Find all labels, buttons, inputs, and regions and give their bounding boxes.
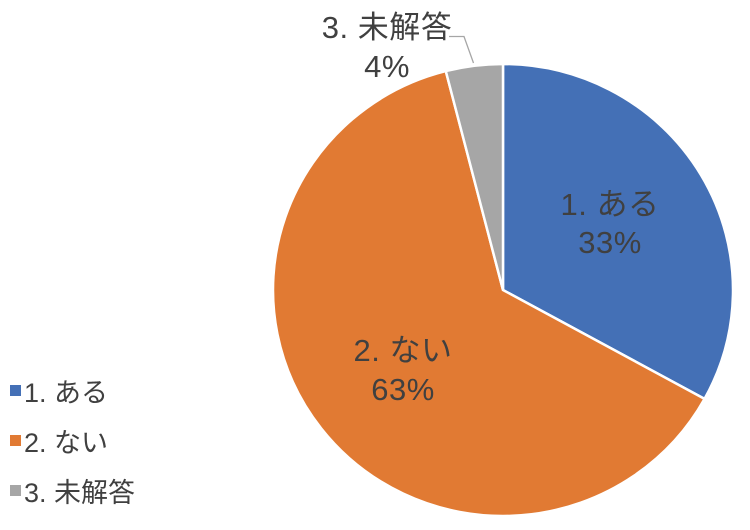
data-label-mikaito-percent: 4% xyxy=(364,49,410,84)
legend-item-nai: 2. ない xyxy=(10,423,135,458)
data-label-mikaito: 3. 未解答 4% xyxy=(322,8,452,86)
legend-swatch-nai xyxy=(10,434,21,446)
data-label-nai-percent: 63% xyxy=(371,372,435,407)
legend-item-mikaito: 3. 未解答 xyxy=(10,473,136,508)
data-label-nai: 2. ない 63% xyxy=(354,331,453,409)
legend-label-aru: 1. ある xyxy=(24,377,109,408)
legend: 1. ある 2. ない 3. 未解答 xyxy=(10,373,136,508)
pie-slice-1 xyxy=(271,69,707,518)
data-label-aru: 1. ある 33% xyxy=(561,186,660,262)
legend-swatch-mikaito xyxy=(10,484,21,496)
legend-item-aru: 1. ある xyxy=(10,373,135,408)
callout-leader-line xyxy=(449,35,475,64)
pie-slice-2 xyxy=(444,62,505,291)
legend-label-nai: 2. ない xyxy=(24,427,109,458)
pie-slice-0 xyxy=(501,62,735,401)
pie-slices xyxy=(271,62,735,518)
data-label-aru-name: 1. ある xyxy=(560,187,660,222)
data-label-nai-name: 2. ない xyxy=(353,333,453,368)
legend-label-mikaito: 3. 未解答 xyxy=(24,477,136,508)
data-label-aru-percent: 33% xyxy=(578,225,642,260)
legend-swatch-aru xyxy=(10,384,21,396)
data-label-mikaito-name: 3. 未解答 xyxy=(321,10,453,45)
